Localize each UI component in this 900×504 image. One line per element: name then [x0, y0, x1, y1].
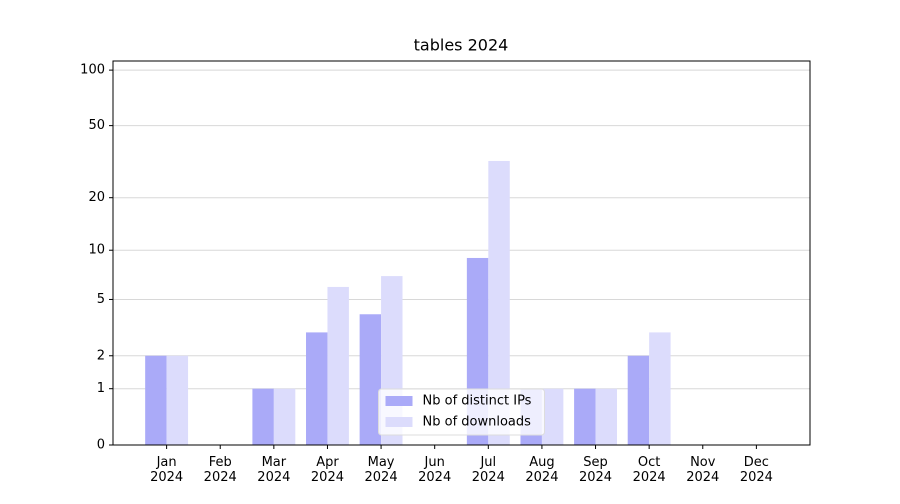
bar [595, 388, 617, 445]
legend-label: Nb of distinct IPs [423, 394, 532, 409]
bar [327, 286, 349, 445]
bar [166, 355, 189, 445]
y-tick-label: 20 [88, 190, 105, 205]
bar [306, 332, 328, 445]
y-tick-label: 0 [97, 438, 105, 453]
bar [252, 388, 274, 445]
legend-label: Nb of downloads [423, 415, 532, 430]
x-tick-label: Dec 2024 [740, 455, 773, 485]
x-tick-label: Sep 2024 [579, 455, 612, 485]
x-tick-label: May 2024 [365, 455, 398, 485]
x-tick-label: Apr 2024 [311, 455, 344, 485]
legend: Nb of distinct IPs Nb of downloads [378, 388, 545, 436]
bar [359, 314, 382, 445]
x-tick-label: Feb 2024 [204, 455, 237, 485]
bar [488, 160, 510, 445]
bar [273, 388, 296, 445]
x-tick-label: Jun 2024 [418, 455, 451, 485]
legend-swatch [385, 417, 413, 427]
bar [541, 388, 564, 445]
y-tick-label: 2 [97, 348, 105, 363]
bar [627, 355, 650, 445]
x-tick-label: Aug 2024 [525, 455, 558, 485]
y-tick-label: 5 [97, 292, 105, 307]
y-tick-label: 1 [97, 381, 105, 396]
x-tick-label: Nov 2024 [686, 455, 719, 485]
x-tick-label: Jul 2024 [472, 455, 505, 485]
x-tick-label: Mar 2024 [257, 455, 290, 485]
legend-box [378, 388, 545, 436]
y-tick-label: 10 [88, 243, 105, 258]
bar [649, 332, 671, 445]
legend-swatch [385, 396, 413, 406]
y-tick-label: 100 [80, 63, 105, 78]
y-tick-label: 50 [88, 118, 105, 133]
x-tick-label: Jan 2024 [150, 455, 183, 485]
bar [574, 388, 596, 445]
bar [145, 355, 167, 445]
chart-title: tables 2024 [414, 36, 509, 55]
plot-frame [112, 60, 811, 446]
x-tick-label: Oct 2024 [633, 455, 666, 485]
